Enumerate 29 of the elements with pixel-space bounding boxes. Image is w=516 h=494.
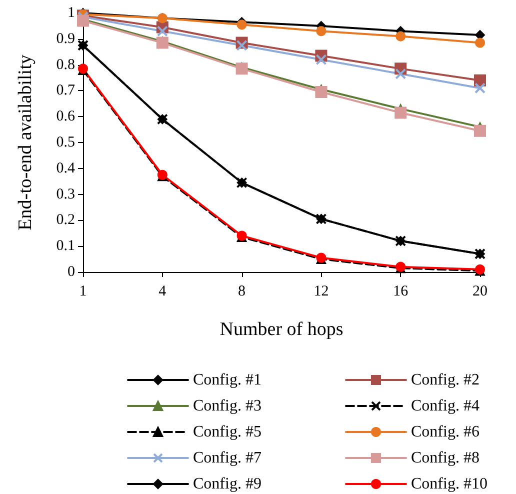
y-tick-label: 0.5 [56, 134, 75, 150]
legend-label: Config. #5 [193, 424, 262, 440]
legend-label: Config. #8 [411, 450, 480, 466]
y-tick-label: 0.2 [56, 212, 75, 228]
legend-label: Config. #10 [411, 476, 488, 492]
x-tick-label: 4 [158, 284, 167, 300]
x-tick-label: 20 [472, 284, 488, 300]
x-axis-title: Number of hops [220, 319, 344, 340]
x-tick-label: 1 [79, 284, 87, 300]
x-tick-label: 16 [393, 284, 409, 300]
y-tick-label: 0.3 [56, 186, 75, 202]
legend-label: Config. #3 [193, 398, 262, 414]
legend-label: Config. #9 [193, 476, 262, 492]
y-tick-label: 0.6 [56, 108, 76, 125]
y-tick-label: 0.1 [56, 238, 75, 254]
y-tick-label: 0.7 [56, 82, 76, 99]
x-tick-label: 12 [314, 284, 329, 300]
y-tick-label: 0.4 [56, 160, 76, 176]
y-tick-label: 0.8 [56, 56, 75, 73]
legend-label: Config. #4 [411, 398, 480, 414]
x-tick-label: 8 [238, 284, 246, 300]
y-tick-label: 1 [68, 5, 75, 21]
legend-label: Config. #6 [411, 424, 480, 440]
legend-label: Config. #1 [193, 372, 262, 388]
legend-label: Config. #7 [193, 450, 262, 466]
legend-label: Config. #2 [411, 372, 480, 388]
y-axis-title: End-to-end availability [15, 54, 36, 230]
y-tick-label: 0 [68, 264, 75, 280]
y-tick-label: 0.9 [56, 30, 75, 47]
